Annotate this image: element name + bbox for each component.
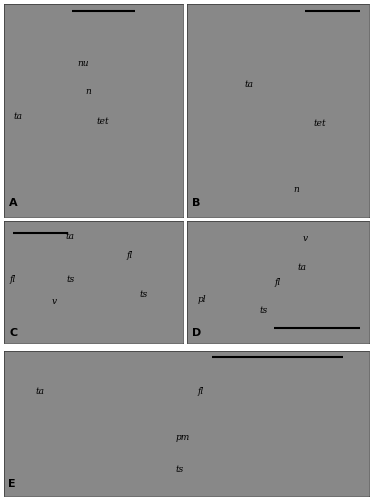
Text: ta: ta — [297, 263, 306, 272]
Text: v: v — [303, 234, 308, 242]
Text: A: A — [9, 198, 18, 208]
Text: ts: ts — [66, 275, 74, 284]
Text: D: D — [192, 328, 202, 338]
Text: fl: fl — [126, 250, 132, 260]
Text: ta: ta — [66, 232, 75, 241]
Text: ts: ts — [140, 290, 148, 298]
Text: B: B — [192, 198, 201, 208]
Text: n: n — [85, 87, 91, 96]
Text: C: C — [9, 328, 18, 338]
Text: fl: fl — [10, 275, 16, 284]
Text: nu: nu — [77, 59, 88, 68]
Text: tet: tet — [314, 119, 326, 128]
Text: ts: ts — [175, 466, 183, 474]
Text: ts: ts — [259, 306, 267, 314]
Text: E: E — [8, 479, 15, 489]
Text: n: n — [293, 185, 299, 194]
Text: pm: pm — [176, 434, 190, 442]
Text: fl: fl — [198, 387, 204, 396]
Text: fl: fl — [275, 278, 281, 286]
Text: pl: pl — [197, 294, 206, 304]
Text: ta: ta — [244, 80, 253, 90]
Text: tet: tet — [96, 116, 109, 126]
Text: v: v — [51, 297, 57, 306]
Text: ta: ta — [36, 387, 45, 396]
Text: ta: ta — [14, 112, 23, 122]
